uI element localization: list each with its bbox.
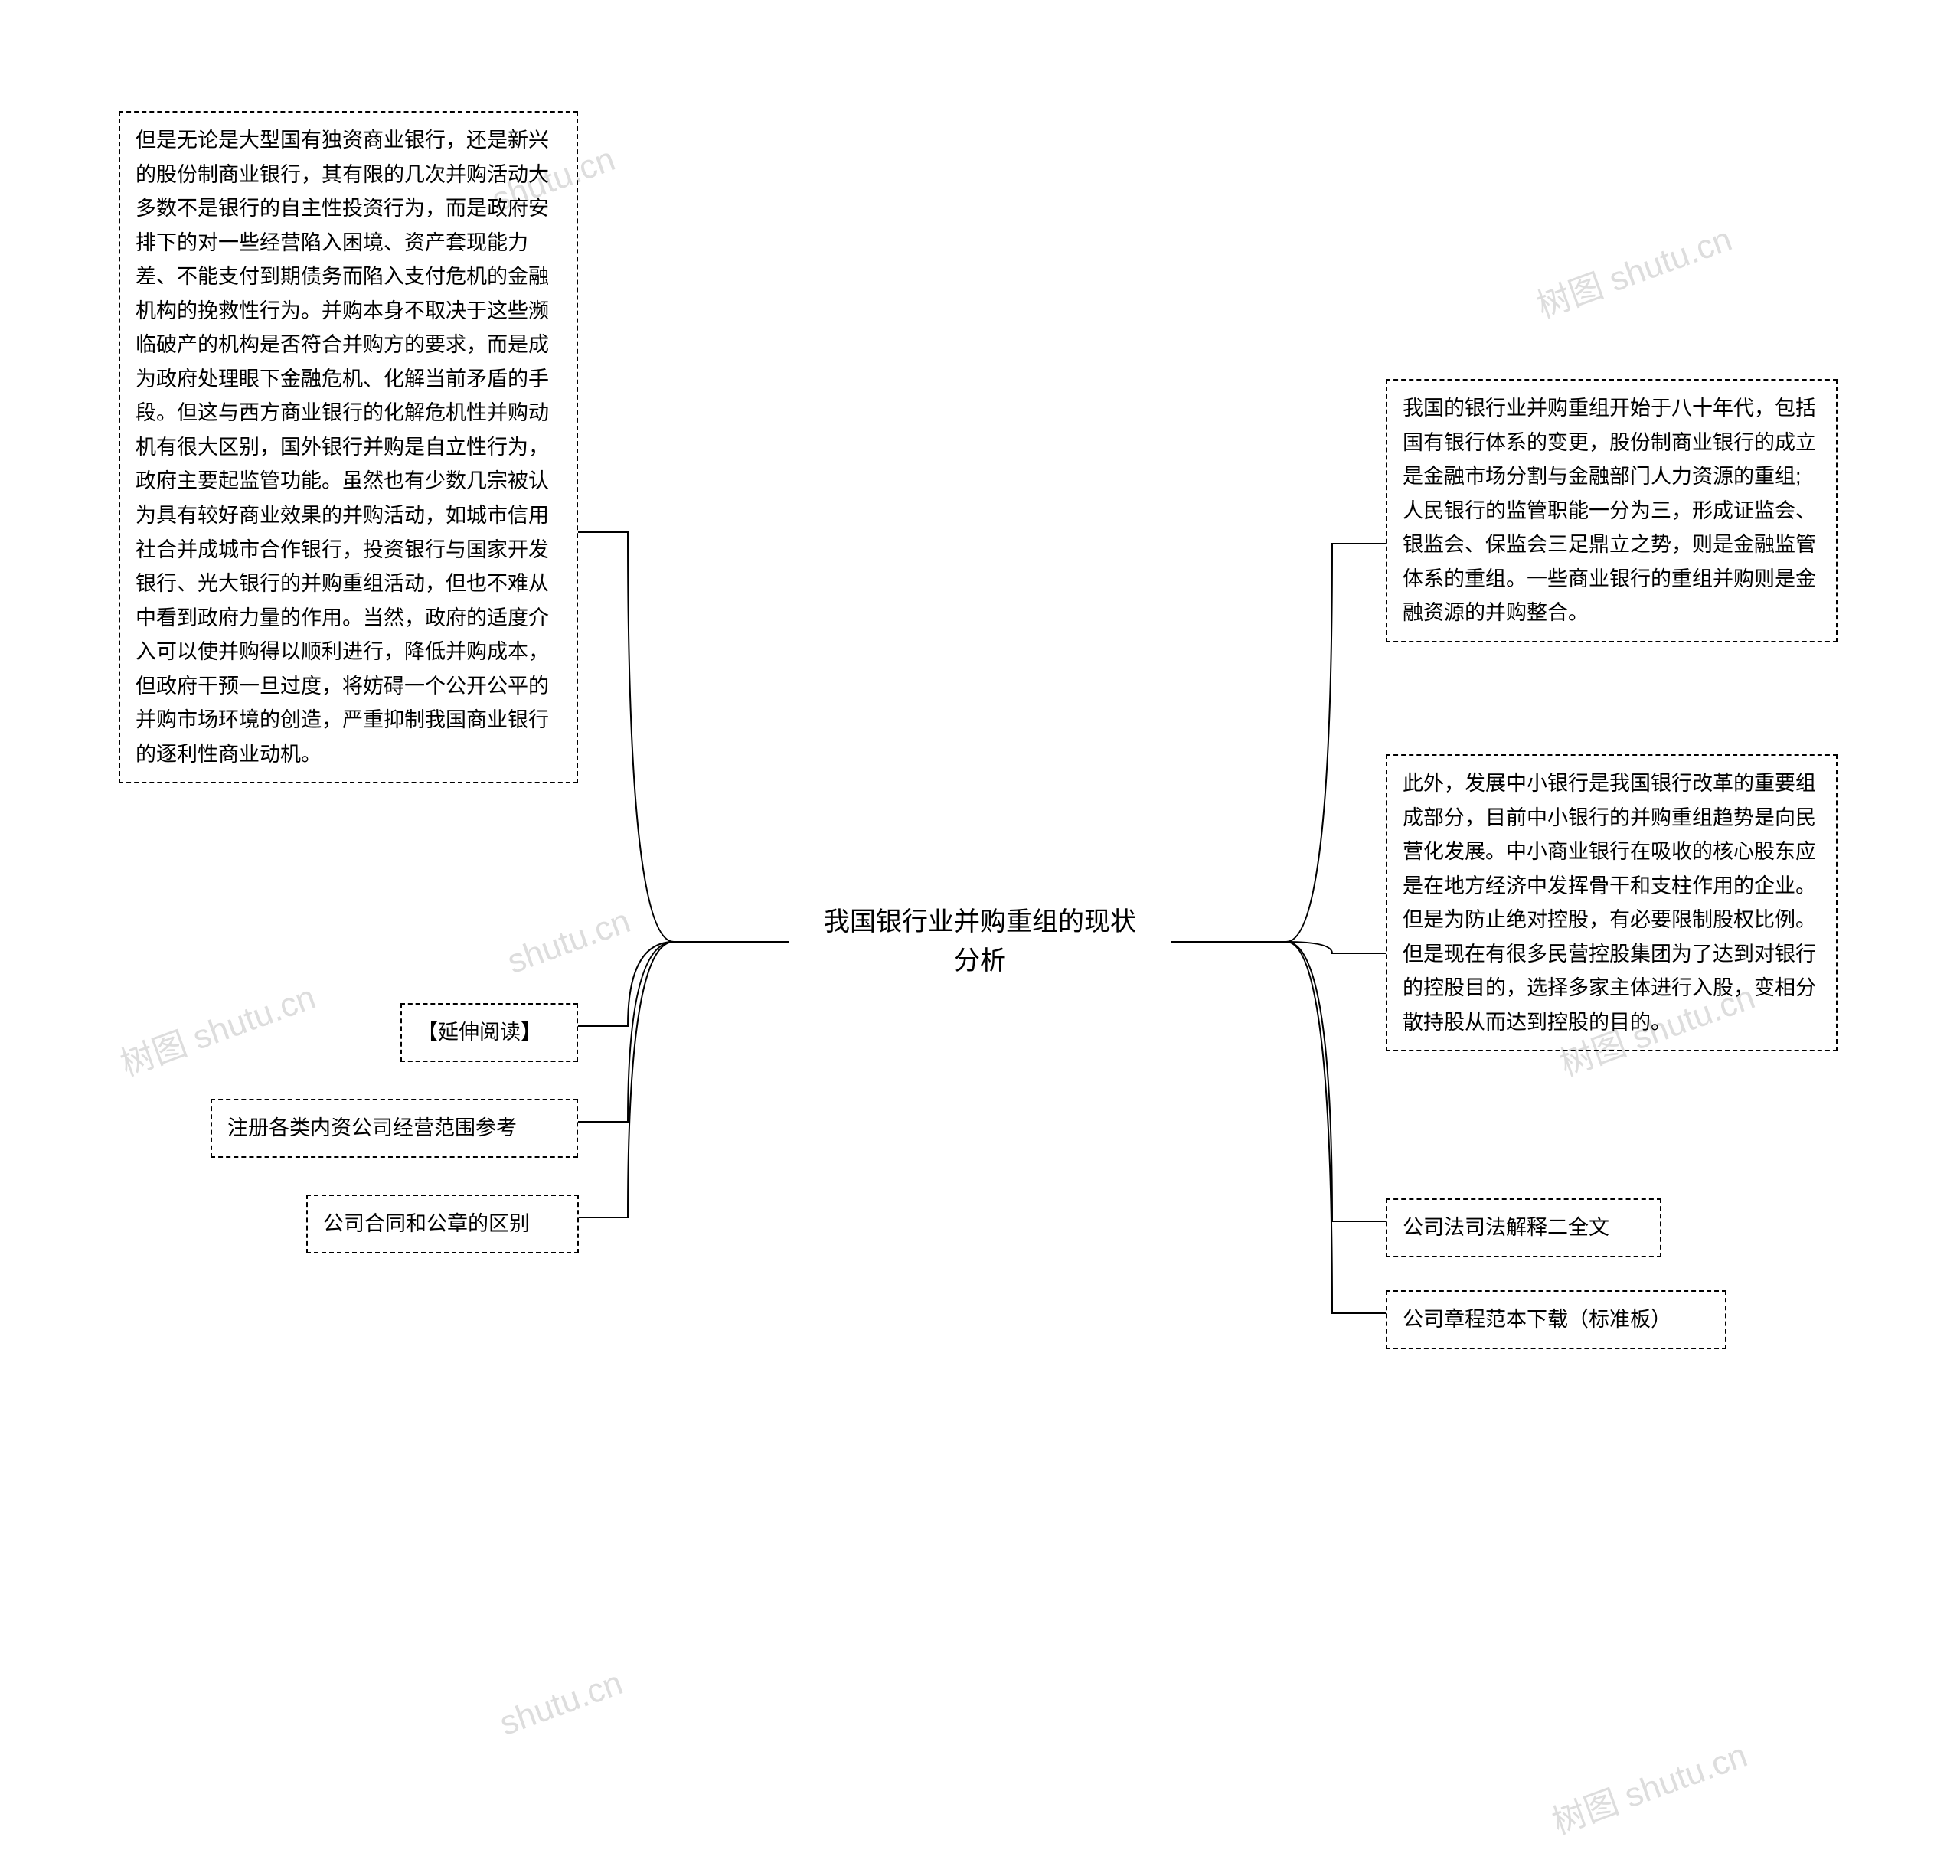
left-node-3: 注册各类内资公司经营范围参考 (211, 1099, 578, 1158)
mindmap-canvas: shutu.cn 树图 shutu.cn shutu.cn 树图 shutu.c… (0, 0, 1960, 1876)
watermark: 树图 shutu.cn (1529, 211, 1737, 327)
watermark: 树图 shutu.cn (1544, 1727, 1753, 1843)
left-node-1: 但是无论是大型国有独资商业银行，还是新兴的股份制商业银行，其有限的几次并购活动大… (119, 111, 578, 783)
right-node-4: 公司章程范本下载（标准板） (1386, 1290, 1726, 1349)
left-node-2: 【延伸阅读】 (400, 1003, 578, 1062)
center-node-text: 我国银行业并购重组的现状分析 (819, 903, 1141, 981)
watermark: 树图 shutu.cn (113, 969, 321, 1085)
right-node-1: 我国的银行业并购重组开始于八十年代，包括国有银行体系的变更，股份制商业银行的成立… (1386, 379, 1838, 642)
right-node-3: 公司法司法解释二全文 (1386, 1198, 1661, 1257)
watermark: shutu.cn (495, 1664, 627, 1744)
right-node-2: 此外，发展中小银行是我国银行改革的重要组成部分，目前中小银行的并购重组趋势是向民… (1386, 754, 1838, 1051)
watermark: shutu.cn (502, 902, 635, 982)
left-node-4: 公司合同和公章的区别 (306, 1195, 579, 1253)
center-node: 我国银行业并购重组的现状分析 (789, 884, 1171, 999)
